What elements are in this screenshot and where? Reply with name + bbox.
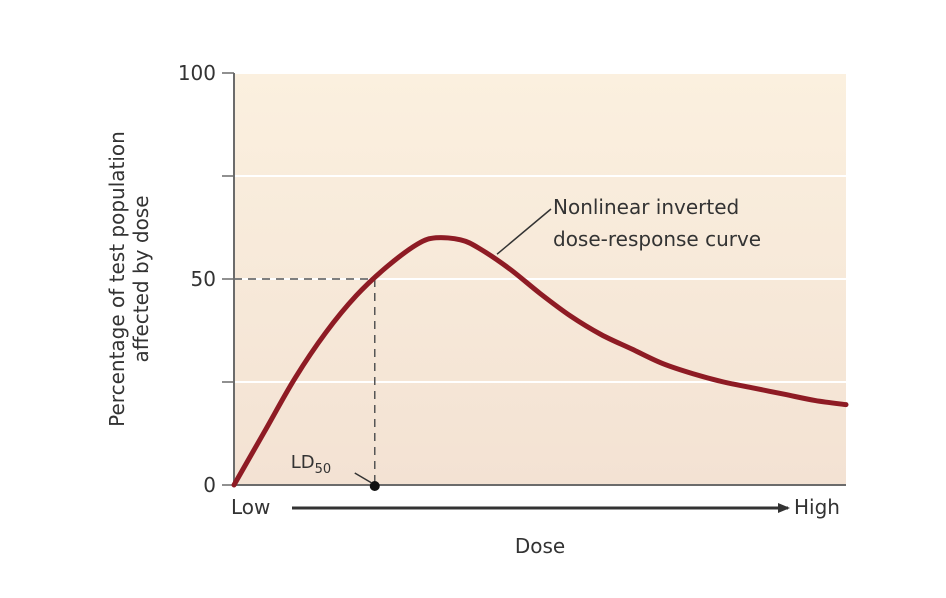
y-ticks: 0 50 100 <box>178 61 234 497</box>
ld50-label-main: LD <box>291 452 315 473</box>
annotation-line-2: dose-response curve <box>553 227 761 251</box>
x-axis-high-label: High <box>794 495 840 519</box>
annotation-line-1: Nonlinear inverted <box>553 195 739 219</box>
ld50-guide-lines <box>234 278 376 485</box>
ld50-leader-line <box>354 472 373 484</box>
ld50-label-subscript: 50 <box>315 462 332 477</box>
y-axis-title: Percentage of test population affected b… <box>105 131 153 427</box>
ld50-point <box>369 481 380 491</box>
dose-response-curve <box>231 235 849 488</box>
x-axis-low-label: Low <box>231 495 270 519</box>
y-axis-title-line-2: affected by dose <box>129 195 153 362</box>
ld50-label: LD50 <box>291 452 331 477</box>
y-tick-label: 100 <box>178 61 216 85</box>
y-tick-label: 50 <box>191 267 216 291</box>
x-axis-title: Dose <box>515 534 565 558</box>
y-tick-label: 0 <box>203 473 216 497</box>
y-axis-title-line-1: Percentage of test population <box>105 131 129 427</box>
annotation-leader-line <box>496 208 552 255</box>
